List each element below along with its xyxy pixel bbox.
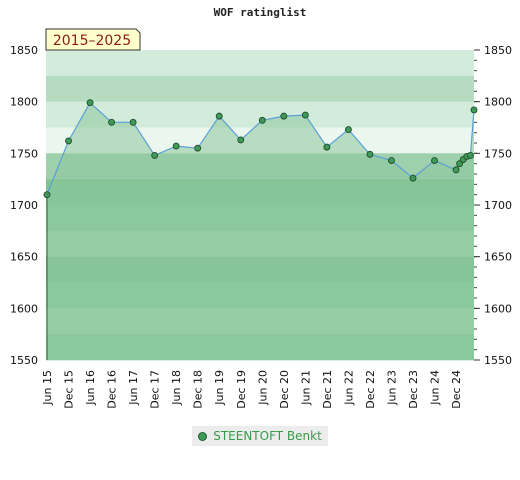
x-tick-label: Jun 19 <box>213 370 226 406</box>
x-tick-label: Jun 20 <box>256 370 269 406</box>
y-tick-label-right: 1650 <box>484 251 512 264</box>
data-point <box>194 144 202 152</box>
x-tick-label: Jun 23 <box>385 370 398 406</box>
period-label: 2015–2025 <box>53 33 131 49</box>
data-point <box>108 118 116 126</box>
data-point <box>470 106 478 114</box>
y-tick-label-right: 1850 <box>484 44 512 57</box>
legend-marker <box>198 431 208 441</box>
y-tick-label-left: 1650 <box>10 251 38 264</box>
x-axis: Jun 15 Dec 15 Jun 16 Dec 16 Jun 17 Dec 17 Jun … <box>41 370 463 409</box>
x-tick-label: Dec 18 <box>192 370 205 409</box>
data-point <box>43 191 51 199</box>
x-tick-label: Dec 19 <box>235 370 248 409</box>
x-tick-label: Jun 18 <box>170 370 183 406</box>
y-tick-label-left: 1750 <box>10 147 38 160</box>
x-tick-label: Dec 16 <box>106 370 119 409</box>
data-point <box>452 166 460 174</box>
data-point <box>215 112 223 120</box>
x-tick-label: Dec 20 <box>278 370 291 409</box>
data-point <box>466 151 474 159</box>
x-tick-label: Dec 21 <box>321 370 334 409</box>
legend: STEENTOFT Benkt <box>192 426 328 446</box>
x-tick-label: Dec 23 <box>407 370 420 409</box>
y-tick-label-left: 1700 <box>10 199 38 212</box>
y-tick-label-right: 1800 <box>484 96 512 109</box>
data-point <box>431 157 438 165</box>
area-fill <box>47 102 474 360</box>
data-point <box>237 136 245 144</box>
x-tick-label: Dec 22 <box>364 370 377 409</box>
y-tick-label-left: 1850 <box>10 44 38 57</box>
data-point <box>258 116 266 124</box>
data-point <box>151 151 159 159</box>
x-tick-label: Jun 24 <box>429 370 442 406</box>
y-axis-left: 1550 1600 1650 1700 1750 1800 1850 <box>10 44 38 367</box>
data-point <box>86 99 94 107</box>
y-tick-label-right: 1750 <box>484 147 512 160</box>
data-points <box>43 99 478 199</box>
data-point <box>388 157 395 165</box>
data-point <box>172 142 180 150</box>
x-tick-label: Dec 15 <box>63 370 76 409</box>
y-tick-label-right: 1600 <box>484 302 512 315</box>
x-tick-label: Jun 21 <box>299 370 312 406</box>
x-tick-label: Dec 17 <box>149 370 162 409</box>
chart-title: WOF ratinglist <box>214 6 307 19</box>
background-band <box>46 75 474 102</box>
data-point <box>65 137 72 145</box>
data-point <box>366 150 374 158</box>
background-band <box>46 50 474 77</box>
x-tick-label: Jun 22 <box>342 370 355 406</box>
data-point <box>344 126 352 134</box>
data-point <box>280 112 288 120</box>
x-tick-label: Jun 16 <box>84 370 97 406</box>
x-tick-label: Dec 24 <box>450 370 463 409</box>
x-tick-label: Jun 15 <box>41 370 54 406</box>
y-tick-label-right: 1550 <box>484 354 512 367</box>
data-point <box>409 174 417 182</box>
y-tick-label-right: 1700 <box>484 199 512 212</box>
legend-label: STEENTOFT Benkt <box>213 429 322 443</box>
y-tick-label-left: 1550 <box>10 354 38 367</box>
data-point <box>301 111 309 119</box>
data-point <box>129 118 137 126</box>
x-tick-label: Jun 17 <box>127 370 140 406</box>
data-point <box>323 143 331 151</box>
y-tick-label-left: 1600 <box>10 302 38 315</box>
period-badge: 2015–2025 <box>45 28 141 51</box>
y-axis-right: 1550 1600 1650 1700 1750 1800 1850 <box>474 44 512 367</box>
y-tick-label-left: 1800 <box>10 96 38 109</box>
